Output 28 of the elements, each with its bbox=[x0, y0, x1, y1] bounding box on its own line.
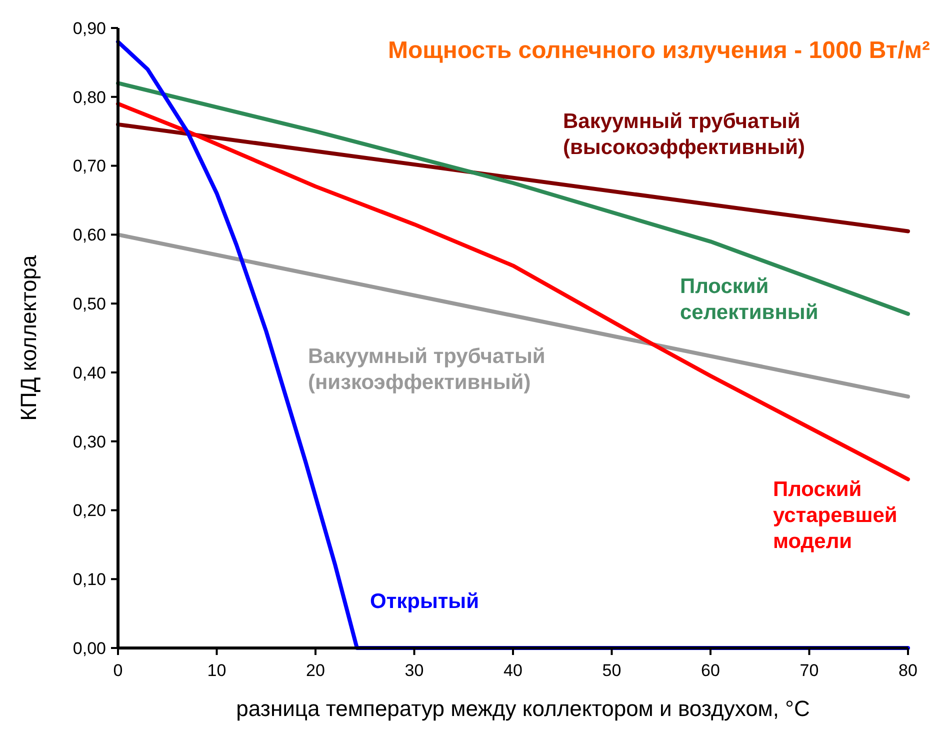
x-tick-label: 60 bbox=[701, 661, 720, 680]
x-tick-label: 50 bbox=[602, 661, 622, 680]
y-tick-label: 0,90 bbox=[72, 18, 106, 38]
series-label: Вакуумный трубчатый (высокоэффективный) bbox=[563, 110, 806, 159]
y-tick-label: 0,00 bbox=[72, 638, 106, 658]
chart-title: Мощность солнечного излучения - 1000 Вт/м² bbox=[388, 37, 930, 64]
x-tick-label: 30 bbox=[404, 661, 424, 680]
series-label: Открытый bbox=[370, 590, 480, 613]
y-tick-label: 0,30 bbox=[72, 432, 106, 452]
y-tick-label: 0,80 bbox=[72, 88, 106, 107]
x-tick-label: 80 bbox=[898, 661, 918, 680]
y-axis-title: КПД коллектора bbox=[16, 254, 41, 421]
series-label: Плоский устаревшей модели bbox=[773, 478, 898, 553]
y-tick-label: 0,70 bbox=[72, 156, 106, 176]
series-label: Вакуумный трубчатый (низкоэффективный) bbox=[308, 345, 546, 394]
y-tick-label: 0,40 bbox=[72, 363, 106, 382]
series-label: Плоский селективный bbox=[680, 275, 818, 324]
y-tick-label: 0,60 bbox=[72, 226, 106, 245]
y-tick-label: 0,20 bbox=[72, 501, 106, 520]
x-tick-label: 40 bbox=[504, 661, 522, 680]
x-tick-label: 0 bbox=[113, 661, 123, 680]
x-tick-label: 70 bbox=[800, 661, 819, 680]
y-tick-label: 0,50 bbox=[72, 294, 106, 314]
line-series bbox=[116, 102, 910, 482]
x-axis-title: разница температур между коллектором и воздухом, °C bbox=[236, 696, 810, 721]
x-tick-label: 20 bbox=[306, 661, 325, 680]
y-tick-label: 0,10 bbox=[72, 570, 106, 590]
x-tick-label: 10 bbox=[207, 661, 226, 680]
